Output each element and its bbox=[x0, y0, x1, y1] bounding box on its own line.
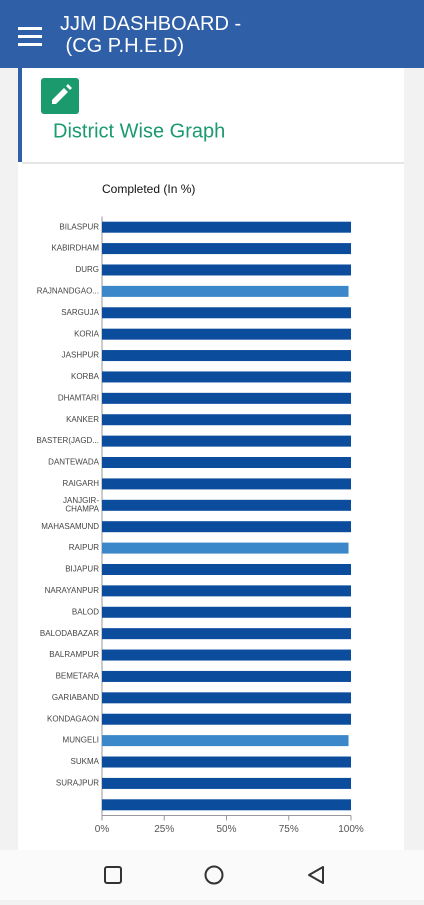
bar bbox=[102, 756, 351, 768]
y-tick-label: BIJAPUR bbox=[65, 565, 99, 574]
y-tick-label: JANJGIR-CHAMPA bbox=[63, 496, 100, 514]
bar bbox=[102, 799, 351, 811]
y-tick-label: RAIPUR bbox=[69, 543, 99, 552]
bar bbox=[102, 478, 351, 490]
y-tick-label: SUKMA bbox=[71, 757, 100, 766]
chart-title: Completed (In %) bbox=[102, 182, 195, 196]
y-tick-label: KORBA bbox=[71, 372, 100, 381]
y-tick-label: GARIABAND bbox=[52, 693, 99, 702]
bar bbox=[102, 735, 349, 747]
recents-button[interactable] bbox=[104, 866, 122, 884]
bar bbox=[102, 392, 351, 404]
bar bbox=[102, 350, 351, 362]
y-tick-label: BASTER(JAGD... bbox=[36, 436, 99, 445]
y-tick-label: BILASPUR bbox=[59, 222, 99, 231]
y-tick-label: KANKER bbox=[66, 415, 99, 424]
bar bbox=[102, 563, 351, 575]
y-tick-label: SARGUJA bbox=[61, 308, 99, 317]
y-tick-label: NARAYANPUR bbox=[45, 586, 100, 595]
bar bbox=[102, 542, 349, 554]
bar bbox=[102, 606, 351, 618]
y-tick-label: RAJNANDGAO... bbox=[37, 286, 99, 295]
y-tick-label: DURG bbox=[75, 265, 99, 274]
bar bbox=[102, 414, 351, 426]
back-button[interactable] bbox=[308, 866, 324, 884]
y-tick-label: DANTEWADA bbox=[48, 458, 99, 467]
nav-bar bbox=[0, 850, 424, 900]
home-button[interactable] bbox=[204, 865, 224, 885]
bar bbox=[102, 243, 351, 255]
y-tick-label: MUNGELI bbox=[63, 736, 99, 745]
bar bbox=[102, 713, 351, 725]
edit-icon bbox=[41, 78, 79, 114]
bar bbox=[102, 264, 351, 276]
bar bbox=[102, 371, 351, 383]
y-tick-label: SURAJPUR bbox=[56, 779, 99, 788]
y-tick-label: BALOD bbox=[72, 607, 99, 616]
x-tick-label: 50% bbox=[216, 824, 236, 835]
y-tick-label: MAHASAMUND bbox=[41, 522, 99, 531]
y-tick-label: BEMETARA bbox=[56, 672, 100, 681]
y-tick-label: JASHPUR bbox=[62, 351, 100, 360]
y-tick-label: KONDAGAON bbox=[47, 714, 99, 723]
y-tick-label: KABIRDHAM bbox=[51, 244, 99, 253]
y-tick-label: RAIGARH bbox=[63, 479, 100, 488]
x-tick-label: 0% bbox=[95, 824, 110, 835]
bar bbox=[102, 457, 351, 469]
y-tick-label: DHAMTARI bbox=[58, 393, 99, 402]
y-tick-label: BALRAMPUR bbox=[49, 650, 99, 659]
bar bbox=[102, 221, 351, 233]
x-tick-label: 25% bbox=[154, 824, 174, 835]
bar bbox=[102, 307, 351, 319]
bar bbox=[102, 692, 351, 704]
bar bbox=[102, 435, 351, 447]
app-title: JJM DASHBOARD - (CG P.H.E.D) bbox=[60, 13, 241, 57]
bar bbox=[102, 328, 351, 340]
bar bbox=[102, 521, 351, 533]
bar bbox=[102, 585, 351, 597]
bar bbox=[102, 628, 351, 640]
app-bar bbox=[0, 0, 424, 68]
x-tick-label: 100% bbox=[338, 824, 364, 835]
x-tick-label: 75% bbox=[279, 824, 299, 835]
bar bbox=[102, 777, 351, 789]
bar bbox=[102, 499, 351, 511]
card-title: District Wise Graph bbox=[53, 120, 225, 142]
bar bbox=[102, 670, 351, 682]
menu-button[interactable] bbox=[18, 27, 42, 46]
y-tick-label: KORIA bbox=[74, 329, 100, 338]
chart: 0% 25% 50% 75% 100% BILASPUR KABIRDHAM DURG RAJN… bbox=[36, 216, 364, 835]
bar bbox=[102, 285, 349, 297]
bar bbox=[102, 649, 351, 661]
card-accent bbox=[18, 68, 22, 162]
y-tick-label: BALODABAZAR bbox=[40, 629, 99, 638]
